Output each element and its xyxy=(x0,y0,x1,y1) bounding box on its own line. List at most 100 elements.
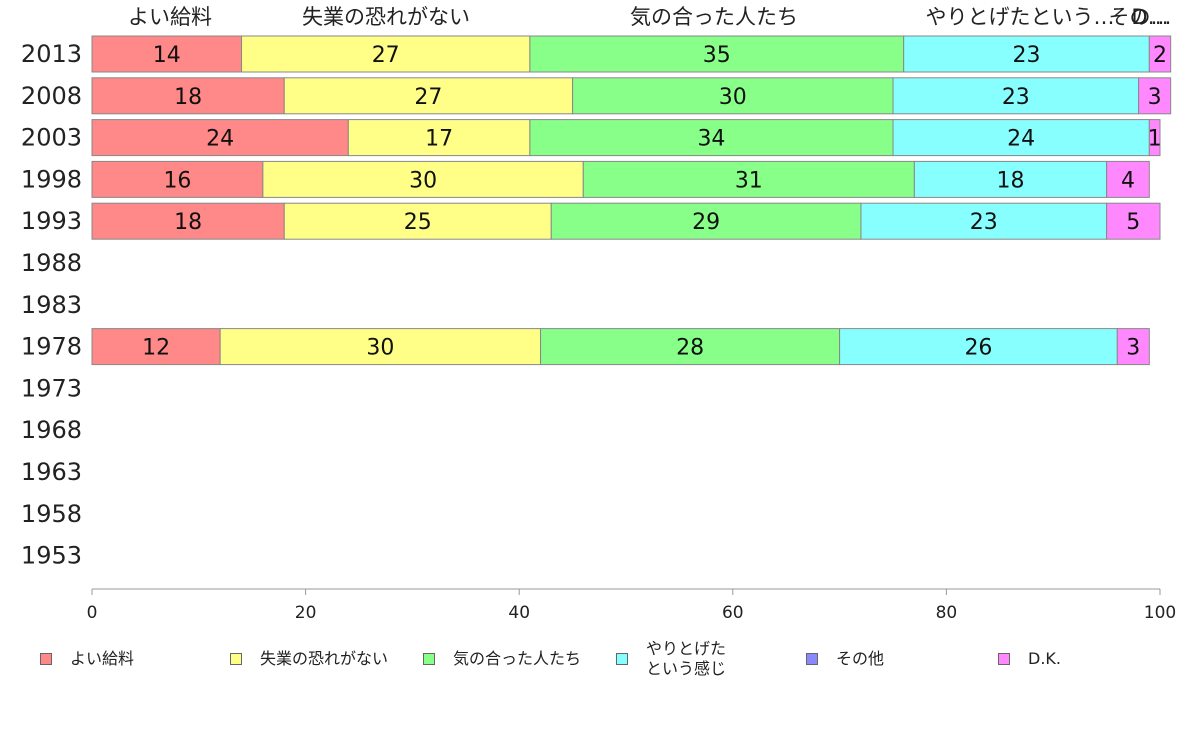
data-label: 25 xyxy=(404,210,432,235)
data-label: 27 xyxy=(372,43,400,68)
data-label: 14 xyxy=(153,43,181,68)
y-tick-label: 2008 xyxy=(21,82,82,110)
x-tick-label: 0 xyxy=(87,603,98,623)
bar-segment xyxy=(839,328,1118,366)
data-label: 3 xyxy=(1148,85,1162,110)
legend-label: その他 xyxy=(836,649,885,668)
y-tick-label: 1958 xyxy=(21,500,82,528)
data-label: 35 xyxy=(703,43,731,68)
legend-item: 気の合った人たち xyxy=(423,636,581,682)
bar-segment xyxy=(219,328,542,366)
chart-legend: よい給料 失業の恐れがない 気の合った人たち やりとげた という感じ その他 D.K. xyxy=(40,636,1160,686)
legend-item: よい給料 xyxy=(40,636,134,682)
top-series-label: その… xyxy=(1109,5,1172,29)
y-tick-label: 2003 xyxy=(21,124,82,152)
data-label: 28 xyxy=(676,336,704,361)
legend-swatch xyxy=(40,653,52,665)
bar-segment xyxy=(1116,328,1150,366)
bar-segment xyxy=(262,160,584,198)
data-label: 18 xyxy=(174,210,202,235)
top-series-label: やりとげたという… xyxy=(926,5,1115,29)
bar-segment xyxy=(903,35,1150,73)
top-series-label: よい給料 xyxy=(128,5,212,29)
bar-segment xyxy=(1148,35,1172,73)
data-label: 12 xyxy=(142,336,170,361)
data-label: 26 xyxy=(964,336,992,361)
y-tick-label: 1983 xyxy=(21,291,82,319)
bar-segment xyxy=(529,35,905,73)
legend-item: D.K. xyxy=(998,636,1061,682)
data-label: 3 xyxy=(1126,336,1140,361)
stacked-bar-chart: よい給料 失業の恐れがない 気の合った人たち やりとげたという…その…D…2013 14… xyxy=(21,5,1176,623)
data-label: 17 xyxy=(425,127,453,152)
bar-segment xyxy=(283,77,574,115)
data-label: 2 xyxy=(1153,43,1167,68)
legend-label: D.K. xyxy=(1028,649,1061,668)
legend-swatch xyxy=(616,653,628,665)
data-label: 23 xyxy=(970,210,998,235)
data-label: 24 xyxy=(206,127,234,152)
x-tick-label: 100 xyxy=(1144,603,1176,623)
legend-label: 気の合った人たち xyxy=(453,649,582,668)
data-label: 5 xyxy=(1126,210,1140,235)
bar-segment xyxy=(347,119,531,157)
data-label: 31 xyxy=(735,168,763,193)
legend-swatch xyxy=(806,653,818,665)
legend-item: その他 xyxy=(806,636,884,682)
data-label: 18 xyxy=(996,168,1024,193)
legend-swatch xyxy=(423,653,435,665)
data-label: 29 xyxy=(692,210,720,235)
legend-label: 失業の恐れがない xyxy=(260,649,389,668)
x-tick-label: 60 xyxy=(722,603,744,623)
y-tick-label: 2013 xyxy=(21,40,82,68)
y-tick-label: 1998 xyxy=(21,165,82,193)
data-label: 23 xyxy=(1013,43,1041,68)
bar-segment xyxy=(91,160,264,198)
data-label: 27 xyxy=(414,85,442,110)
top-series-label: 失業の恐れがない xyxy=(302,5,470,29)
y-tick-label: 1963 xyxy=(21,458,82,486)
data-label: 1 xyxy=(1148,127,1162,152)
bar-segment xyxy=(91,202,285,240)
bar-segment xyxy=(892,119,1150,157)
data-label: 30 xyxy=(719,85,747,110)
x-tick-label: 40 xyxy=(508,603,530,623)
y-tick-label: 1973 xyxy=(21,374,82,402)
data-label: 30 xyxy=(409,168,437,193)
bar-segment xyxy=(1138,77,1172,115)
y-tick-label: 1968 xyxy=(21,416,82,444)
y-tick-label: 1988 xyxy=(21,249,82,277)
data-label: 34 xyxy=(697,127,725,152)
data-label: 16 xyxy=(163,168,191,193)
legend-swatch xyxy=(998,653,1010,665)
bar-segment xyxy=(241,35,531,73)
bar-segment xyxy=(529,119,894,157)
data-label: 30 xyxy=(366,336,394,361)
bar-segment xyxy=(892,77,1140,115)
bar-segment xyxy=(913,160,1108,198)
legend-item: 失業の恐れがない xyxy=(230,636,388,682)
legend-label: よい給料 xyxy=(70,649,135,668)
bar-segment xyxy=(91,77,285,115)
bar-segment xyxy=(1106,202,1161,240)
top-series-label: D… xyxy=(1131,5,1168,29)
data-label: 4 xyxy=(1121,168,1135,193)
bar-segment xyxy=(91,35,243,73)
bar-segment xyxy=(572,77,894,115)
data-label: 18 xyxy=(174,85,202,110)
bar-segment xyxy=(860,202,1108,240)
bar-segment xyxy=(550,202,862,240)
x-tick-label: 80 xyxy=(936,603,958,623)
y-tick-label: 1993 xyxy=(21,207,82,235)
bar-segment xyxy=(1106,160,1150,198)
data-label: 24 xyxy=(1007,127,1035,152)
bar-segment xyxy=(91,119,349,157)
legend-swatch xyxy=(230,653,242,665)
y-tick-label: 1953 xyxy=(21,542,82,570)
legend-label: やりとげた という感じ xyxy=(646,639,727,678)
x-tick-label: 20 xyxy=(295,603,317,623)
bar-segment xyxy=(582,160,915,198)
top-series-label: 気の合った人たち xyxy=(630,5,798,29)
legend-item: やりとげた という感じ xyxy=(616,636,726,682)
bar-segment xyxy=(1148,119,1161,157)
